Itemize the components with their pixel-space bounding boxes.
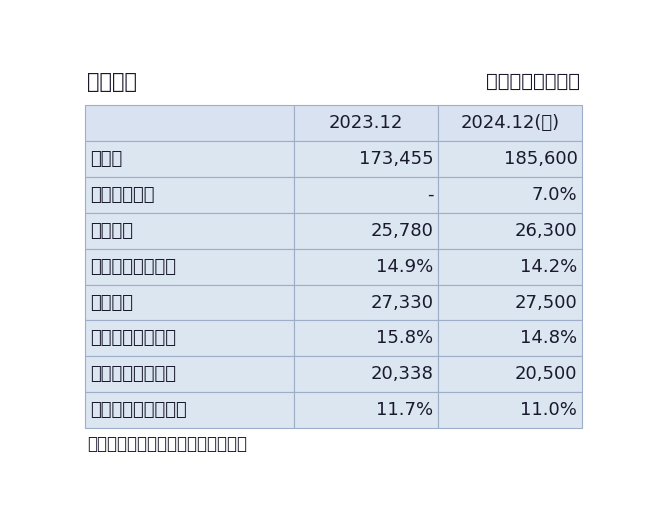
Bar: [438, 249, 582, 284]
Bar: [438, 177, 582, 213]
Bar: [294, 249, 438, 284]
Text: 20,338: 20,338: [370, 365, 434, 383]
Text: 14.9%: 14.9%: [376, 257, 434, 276]
Text: 経常利益: 経常利益: [90, 293, 133, 312]
Text: 11.0%: 11.0%: [521, 401, 577, 419]
Text: 173,455: 173,455: [359, 150, 434, 168]
Text: 売上高: 売上高: [90, 150, 122, 168]
Bar: [85, 177, 294, 213]
Bar: [85, 213, 294, 249]
Text: 26,300: 26,300: [515, 221, 577, 240]
Bar: [85, 141, 294, 177]
Bar: [85, 284, 294, 320]
Text: 14.2%: 14.2%: [520, 257, 577, 276]
Text: 売上高成長率: 売上高成長率: [90, 185, 154, 204]
Text: 7.0%: 7.0%: [532, 185, 577, 204]
Bar: [294, 177, 438, 213]
Bar: [294, 213, 438, 249]
Text: 当期純利益（＊）: 当期純利益（＊）: [90, 365, 176, 383]
Bar: [85, 356, 294, 392]
Text: 売上高経常利益率: 売上高経常利益率: [90, 329, 176, 348]
Text: 14.8%: 14.8%: [520, 329, 577, 348]
Bar: [294, 392, 438, 428]
Bar: [438, 213, 582, 249]
Text: 11.7%: 11.7%: [376, 401, 434, 419]
Text: 売上高営業利益率: 売上高営業利益率: [90, 257, 176, 276]
Text: 27,500: 27,500: [515, 293, 577, 312]
Bar: [294, 320, 438, 356]
Bar: [294, 284, 438, 320]
Bar: [85, 392, 294, 428]
Bar: [438, 105, 582, 141]
Bar: [438, 392, 582, 428]
Text: 2023.12: 2023.12: [329, 114, 403, 132]
Text: 売上高当期純利益率: 売上高当期純利益率: [90, 401, 187, 419]
Bar: [85, 320, 294, 356]
Text: 185,600: 185,600: [503, 150, 577, 168]
Text: 25,780: 25,780: [370, 221, 434, 240]
Text: 2024.12(予): 2024.12(予): [460, 114, 560, 132]
Text: （単位：百万円）: （単位：百万円）: [486, 72, 581, 91]
Text: 営業利益: 営業利益: [90, 221, 133, 240]
Text: 20,500: 20,500: [515, 365, 577, 383]
Bar: [438, 141, 582, 177]
Text: 15.8%: 15.8%: [376, 329, 434, 348]
Bar: [85, 249, 294, 284]
Text: 27,330: 27,330: [370, 293, 434, 312]
Bar: [438, 284, 582, 320]
Bar: [85, 105, 294, 141]
Text: ＊親会社株主に帰属する当期純利益: ＊親会社株主に帰属する当期純利益: [87, 435, 247, 453]
Bar: [438, 356, 582, 392]
Bar: [294, 105, 438, 141]
Text: -: -: [427, 185, 434, 204]
Bar: [294, 356, 438, 392]
Bar: [294, 141, 438, 177]
Text: 業績予想: 業績予想: [87, 72, 137, 92]
Bar: [438, 320, 582, 356]
